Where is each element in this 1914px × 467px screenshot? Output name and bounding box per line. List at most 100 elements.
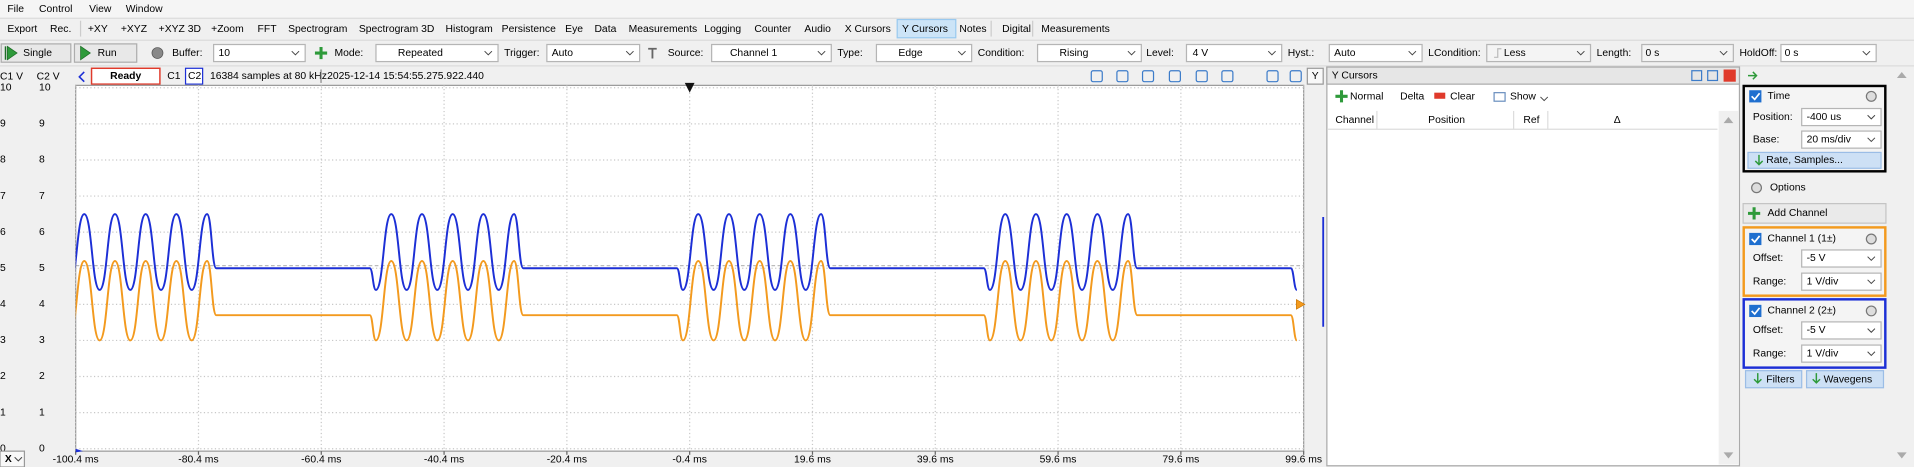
x-selector-box[interactable]	[0, 450, 26, 467]
time-base-box[interactable]	[1801, 130, 1882, 149]
close-button[interactable]	[1723, 69, 1736, 82]
menu-item[interactable]: File	[7, 4, 24, 15]
trigger-dropdown-box[interactable]	[546, 43, 641, 63]
y-button: Y	[1312, 71, 1319, 82]
plot-tool[interactable]	[1168, 70, 1181, 83]
check	[1751, 92, 1761, 101]
options[interactable]: Options	[1770, 183, 1806, 194]
lcondition-icon	[1494, 48, 1502, 58]
lcondition-dropdown-box[interactable]	[1486, 43, 1592, 63]
holdoff-label: HoldOff:	[1739, 48, 1777, 59]
c2-tick-label: 8	[39, 155, 45, 166]
level-dropdown-box[interactable]	[1185, 43, 1283, 63]
mode-dropdown-box[interactable]	[375, 43, 499, 63]
single-button[interactable]	[0, 43, 72, 63]
toolbar-item[interactable]: Persistence	[502, 24, 556, 35]
filters-button[interactable]	[1744, 370, 1803, 389]
length-dropdown: 0 s	[1645, 48, 1659, 59]
hyst-dropdown-box[interactable]	[1328, 43, 1423, 63]
plot-tool[interactable]	[1289, 70, 1302, 83]
toolbar-item[interactable]: Logging	[704, 24, 741, 35]
toolbar-item[interactable]: FFT	[258, 24, 278, 35]
plot-tool[interactable]	[1195, 70, 1208, 83]
window-button[interactable]	[1691, 70, 1703, 82]
run-button[interactable]	[73, 43, 138, 63]
toolbar-item[interactable]: +XY	[88, 24, 108, 35]
toolbar-item[interactable]: Export	[7, 24, 37, 35]
channel-2-tag-box[interactable]	[184, 67, 204, 85]
type-label: Type:	[837, 48, 862, 59]
length-dropdown-box[interactable]	[1641, 43, 1734, 63]
lcondition-dropdown: Less	[1504, 48, 1526, 59]
plot-tool[interactable]	[1090, 70, 1103, 83]
settings-icon[interactable]	[1865, 305, 1877, 317]
plot-tool[interactable]	[1266, 70, 1279, 83]
toolbar-item[interactable]: Data	[594, 24, 616, 35]
toolbar-item[interactable]: +XYZ 3D	[159, 24, 201, 35]
y-button-box[interactable]	[1306, 67, 1324, 85]
toolbar-item[interactable]: Counter	[754, 24, 791, 35]
channel-range-box[interactable]	[1801, 272, 1882, 291]
channel-range-box[interactable]	[1801, 344, 1882, 363]
channel-offset-box[interactable]	[1801, 249, 1882, 268]
x-tick-label: 79.6 ms	[1162, 454, 1199, 465]
source-label: Source:	[668, 48, 704, 59]
toolbar-item[interactable]: Audio	[804, 24, 831, 35]
c1-tick-label: 3	[0, 335, 6, 346]
holdoff-dropdown-box[interactable]	[1780, 43, 1877, 63]
menu-item[interactable]: View	[89, 4, 112, 15]
clear-icon	[1434, 92, 1446, 99]
type-dropdown-box[interactable]	[875, 43, 973, 63]
channel-1-tag[interactable]: C1	[167, 71, 180, 82]
menu-bar	[0, 0, 1914, 19]
toolbar-item[interactable]: Rec.	[50, 24, 71, 35]
menu-item[interactable]: Control	[39, 4, 72, 15]
channel-2-tag[interactable]: C2	[188, 71, 201, 82]
settings-icon[interactable]	[1865, 233, 1877, 245]
toolbar-item[interactable]: X Cursors	[845, 24, 891, 35]
checkbox[interactable]	[1749, 232, 1762, 246]
channel-offset: -5 V	[1807, 325, 1826, 336]
y-cursors-button[interactable]: Show	[1510, 92, 1536, 103]
plot-tool[interactable]	[1141, 70, 1155, 83]
toolbar-item[interactable]: Digital	[1002, 24, 1031, 35]
add-channel-button[interactable]	[1742, 203, 1887, 224]
settings-icon[interactable]	[1865, 90, 1877, 102]
channel-offset-box[interactable]	[1801, 321, 1882, 340]
source-dropdown-box[interactable]	[711, 43, 832, 63]
filters-icon	[1753, 373, 1762, 384]
time-base: 20 ms/div	[1807, 134, 1852, 145]
c2-unit: C2 V	[37, 72, 60, 83]
toolbar-item[interactable]: +Zoom	[211, 24, 244, 35]
checkbox[interactable]	[1749, 304, 1762, 318]
toolbar-item[interactable]: Eye	[565, 24, 583, 35]
wavegens-button[interactable]	[1805, 370, 1885, 389]
toolbar-item[interactable]: +XYZ	[121, 24, 147, 35]
toolbar-item[interactable]: Histogram	[446, 24, 493, 35]
dropdown-arrow	[1576, 50, 1585, 56]
plot-tool[interactable]	[1221, 70, 1234, 83]
toolbar-item[interactable]: Notes	[959, 24, 986, 35]
plot-tool[interactable]	[1116, 70, 1129, 83]
x-tick-label: -0.4 ms	[672, 454, 707, 465]
timestamp: 2025-12-14 15:54:55.275.922.440	[327, 71, 484, 82]
channel-offset-label: Offset:	[1753, 325, 1783, 336]
toolbar-item[interactable]: Spectrogram	[288, 24, 347, 35]
toolbar-item[interactable]: Measurements	[1041, 24, 1110, 35]
settings-icon[interactable]	[1751, 182, 1763, 194]
menu-item[interactable]: Window	[126, 4, 163, 15]
y-cursors-button[interactable]: Delta	[1400, 92, 1424, 103]
y-cursors-button[interactable]: Clear	[1450, 92, 1475, 103]
y-cursors-button[interactable]: Normal	[1350, 92, 1383, 103]
window-button[interactable]	[1707, 70, 1719, 82]
toolbar-item[interactable]: Spectrogram 3D	[359, 24, 434, 35]
toolbar-item[interactable]: Measurements	[629, 24, 698, 35]
checkbox[interactable]	[1749, 90, 1762, 103]
time-position-box[interactable]	[1801, 107, 1882, 127]
toolbar-item[interactable]: Y Cursors	[902, 24, 948, 35]
condition-dropdown-box[interactable]	[1036, 43, 1142, 63]
rate-button[interactable]	[1747, 151, 1882, 169]
buffer-dropdown-box[interactable]	[213, 43, 306, 63]
x-tick-label: 99.6 ms	[1285, 454, 1322, 465]
